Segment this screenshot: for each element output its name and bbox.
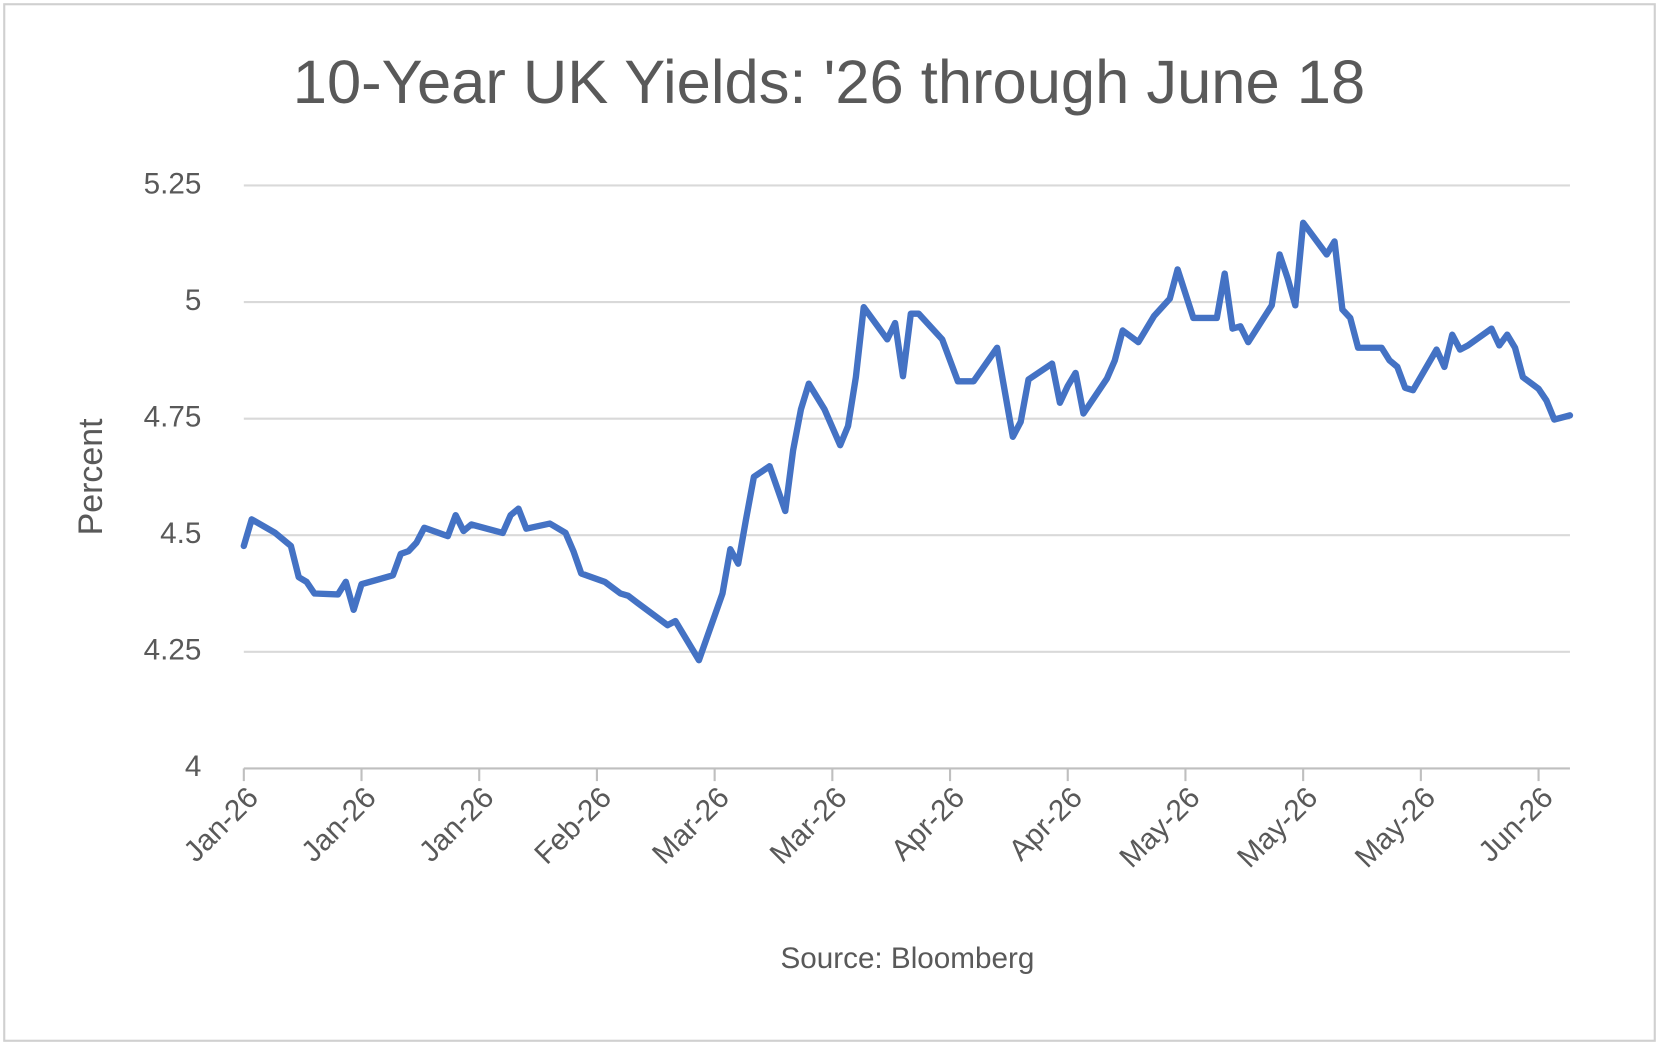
y-tick-label: 4.25 [144,634,202,667]
y-tick-label: 4.75 [144,400,202,433]
y-tick-label: 5.25 [144,167,202,200]
chart-border [3,3,1656,1042]
y-tick-label: 5 [185,284,202,317]
data-line [240,219,1574,664]
y-tick-label: 4.5 [160,517,201,550]
y-tick-label: 4 [185,750,202,783]
source-note: Source: Bloomberg [780,942,1034,975]
chart-title: 10-Year UK Yields: '26 through June 18 [293,48,1365,117]
y-axis-title: Percent [72,418,110,535]
